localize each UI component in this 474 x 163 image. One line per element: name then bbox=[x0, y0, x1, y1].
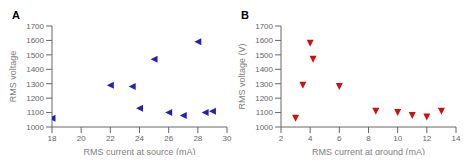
svg-text:1000: 1000 bbox=[255, 123, 273, 132]
svg-text:30: 30 bbox=[223, 134, 232, 143]
svg-text:18: 18 bbox=[48, 134, 57, 143]
svg-text:14: 14 bbox=[452, 134, 461, 143]
svg-text:1400: 1400 bbox=[26, 65, 44, 74]
svg-text:8: 8 bbox=[366, 134, 371, 143]
svg-text:1100: 1100 bbox=[27, 108, 45, 117]
svg-text:1700: 1700 bbox=[255, 22, 273, 31]
svg-text:1700: 1700 bbox=[26, 22, 44, 31]
svg-text:1300: 1300 bbox=[26, 80, 44, 89]
svg-text:1300: 1300 bbox=[255, 80, 273, 89]
svg-text:6: 6 bbox=[337, 134, 342, 143]
svg-text:1100: 1100 bbox=[256, 108, 274, 117]
svg-text:1500: 1500 bbox=[26, 51, 44, 60]
svg-text:RMS current at source (mA): RMS current at source (mA) bbox=[83, 147, 195, 155]
svg-text:24: 24 bbox=[135, 134, 144, 143]
svg-text:RMS current at ground (mA): RMS current at ground (mA) bbox=[312, 147, 425, 155]
svg-text:1600: 1600 bbox=[26, 36, 44, 45]
svg-text:2: 2 bbox=[279, 134, 284, 143]
svg-text:20: 20 bbox=[77, 134, 86, 143]
svg-text:28: 28 bbox=[193, 134, 202, 143]
svg-text:4: 4 bbox=[308, 134, 313, 143]
svg-text:1600: 1600 bbox=[255, 36, 273, 45]
svg-text:22: 22 bbox=[106, 134, 115, 143]
svg-text:12: 12 bbox=[422, 134, 431, 143]
svg-text:1200: 1200 bbox=[26, 94, 44, 103]
html-text:A: A bbox=[12, 9, 20, 21]
svg-text:RMS voltage: RMS voltage bbox=[8, 51, 18, 103]
svg-text:1200: 1200 bbox=[255, 94, 273, 103]
svg-text:RMS voltage (V): RMS voltage (V) bbox=[237, 43, 247, 109]
svg-text:1500: 1500 bbox=[255, 51, 273, 60]
svg-text:26: 26 bbox=[164, 134, 173, 143]
svg-text:1000: 1000 bbox=[26, 123, 44, 132]
svg-text:10: 10 bbox=[393, 134, 402, 143]
svg-text:1400: 1400 bbox=[255, 65, 273, 74]
html-text:B: B bbox=[241, 9, 249, 21]
